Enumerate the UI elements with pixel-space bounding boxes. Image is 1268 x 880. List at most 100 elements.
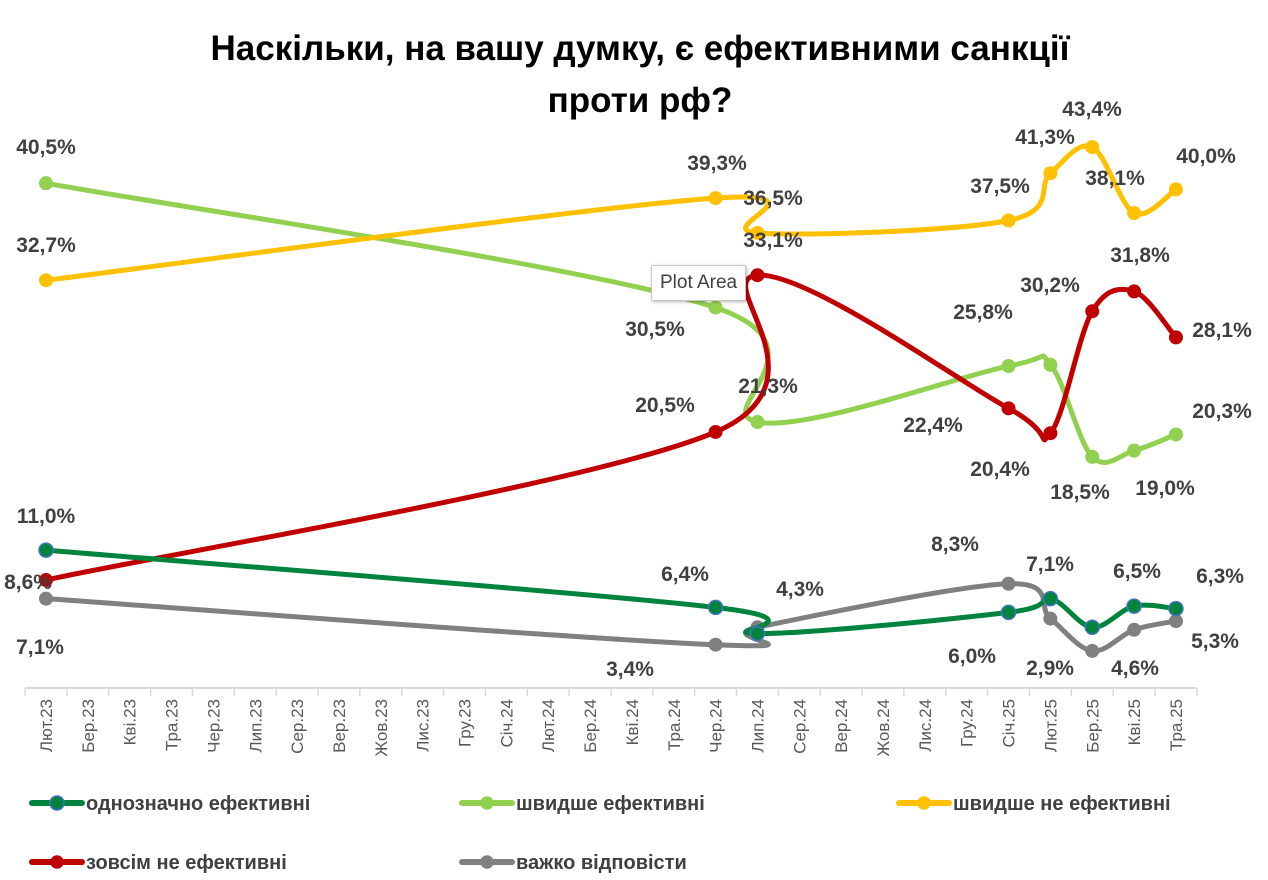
data-point[interactable] (1127, 284, 1142, 299)
data-point[interactable] (1001, 359, 1016, 374)
x-tick-label: Вер.23 (330, 699, 349, 753)
legend-marker-icon (917, 796, 931, 810)
data-point[interactable] (1042, 590, 1059, 607)
data-point[interactable] (1000, 604, 1017, 621)
data-label: 41,3% (1015, 126, 1075, 149)
x-tick-label: Гру.24 (958, 699, 977, 747)
data-point[interactable] (1168, 330, 1183, 345)
data-point[interactable] (1043, 357, 1058, 372)
chart-title-line-1: Наскільки, на вашу думку, є ефективними … (211, 29, 1071, 68)
x-tick-label: Жов.23 (372, 699, 391, 757)
data-label: 6,5% (1113, 560, 1161, 583)
plot-area-tooltip: Plot Area (651, 265, 747, 301)
data-point[interactable] (39, 176, 53, 191)
data-point[interactable] (1085, 449, 1100, 464)
data-label: 3,4% (606, 658, 654, 681)
data-label: 20,4% (970, 458, 1030, 481)
data-point[interactable] (1168, 600, 1184, 617)
data-point[interactable] (1084, 619, 1100, 636)
data-point[interactable] (708, 424, 723, 439)
data-point[interactable] (39, 573, 53, 588)
data-point[interactable] (1127, 622, 1142, 637)
data-point[interactable] (750, 225, 765, 240)
data-label: 5,3% (1191, 630, 1239, 653)
legend-item[interactable]: зовсім не ефективні (29, 852, 287, 874)
data-point[interactable] (38, 542, 54, 558)
legend-item[interactable]: однозначно ефективні (29, 793, 310, 815)
x-axis: Лют.23 Бер.23 Кві.23 Тра.23 Чер.23 Лип.23 Сер.… (24, 687, 1198, 757)
data-point[interactable] (1127, 206, 1142, 221)
data-label: 36,5% (743, 187, 803, 210)
legend-item[interactable]: швидше ефективні (459, 793, 705, 815)
data-point[interactable] (708, 300, 723, 315)
data-label: 43,4% (1062, 98, 1122, 121)
x-tick-label: Лют.25 (1041, 699, 1060, 752)
data-label: 33,1% (743, 229, 803, 252)
x-tick-label: Жов.24 (874, 699, 893, 757)
data-point[interactable] (1168, 614, 1183, 629)
x-tick-label: Лис.24 (916, 699, 935, 752)
x-tick-label: Сер.24 (790, 699, 809, 754)
data-labels: 11,0% 6,4% 4,3% 6,0% 7,1% 6,5% 6,3% 40,5% 30,5% 2… (4, 98, 1252, 681)
legend-item[interactable]: швидше не ефективні (896, 793, 1171, 815)
data-point[interactable] (1001, 213, 1016, 228)
data-label: 31,8% (1110, 244, 1170, 267)
x-tick-label: Гру.23 (456, 699, 475, 747)
legend-marker-icon (480, 796, 494, 810)
data-point[interactable] (1043, 166, 1058, 181)
data-point[interactable] (750, 415, 765, 430)
data-point[interactable] (1001, 576, 1016, 591)
series-4[interactable] (39, 576, 1183, 658)
legend-label: швидше ефективні (516, 793, 705, 815)
data-point[interactable] (708, 637, 723, 652)
data-point[interactable] (1001, 401, 1016, 416)
data-label: 20,5% (635, 394, 695, 417)
data-label: 4,6% (1111, 657, 1159, 680)
legend-label: однозначно ефективні (86, 793, 310, 815)
series-1[interactable] (39, 176, 1183, 465)
data-point[interactable] (1127, 443, 1142, 458)
data-label: 30,5% (625, 318, 685, 341)
data-point[interactable] (708, 191, 723, 206)
data-point[interactable] (1085, 304, 1100, 319)
x-tick-label: Кві.23 (121, 699, 140, 745)
data-point[interactable] (1085, 643, 1100, 658)
series-line[interactable] (43, 143, 1179, 283)
series-2[interactable] (39, 140, 1183, 288)
x-tick-label: Сер.23 (288, 699, 307, 754)
legend-marker-icon (50, 855, 64, 869)
data-label: 8,3% (931, 533, 979, 556)
data-label: 8,6% (4, 571, 52, 594)
data-label: 40,0% (1176, 145, 1236, 168)
data-point[interactable] (1043, 426, 1058, 441)
data-point[interactable] (39, 591, 53, 606)
data-label: 4,3% (776, 578, 824, 601)
data-point[interactable] (1168, 427, 1183, 442)
data-label: 28,1% (1192, 319, 1252, 342)
data-label: 7,1% (1026, 553, 1074, 576)
x-tick-label: Кві.25 (1125, 699, 1144, 745)
data-point[interactable] (1085, 140, 1100, 155)
x-tick-label: Лют.24 (539, 699, 558, 752)
data-label: 32,7% (16, 234, 76, 257)
data-point[interactable] (707, 599, 724, 616)
data-label: 30,2% (1020, 274, 1080, 297)
series-0[interactable] (38, 542, 1184, 642)
series-3[interactable] (39, 268, 1183, 588)
data-point[interactable] (1126, 598, 1142, 614)
series-line[interactable] (43, 547, 1179, 637)
plot-area[interactable] (38, 140, 1184, 658)
data-label: 20,3% (1192, 400, 1252, 423)
data-label: 22,4% (903, 414, 963, 437)
data-point[interactable] (749, 625, 766, 642)
data-point[interactable] (750, 268, 765, 283)
legend-marker-icon (49, 795, 65, 811)
legend-item[interactable]: важко відповісти (459, 852, 687, 874)
data-label: 37,5% (970, 175, 1030, 198)
data-point[interactable] (1168, 182, 1183, 197)
data-point[interactable] (39, 273, 53, 288)
data-point[interactable] (1043, 611, 1058, 626)
x-tick-label: Лис.23 (414, 699, 433, 752)
x-tick-label: Бер.24 (581, 699, 600, 753)
data-label: 6,0% (948, 645, 996, 668)
